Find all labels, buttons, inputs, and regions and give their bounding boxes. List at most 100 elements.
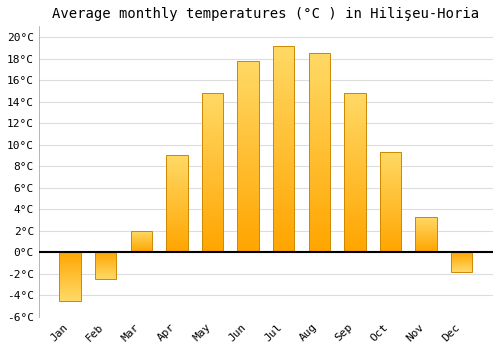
Bar <box>60 261 81 262</box>
Bar <box>273 236 294 240</box>
Bar <box>273 166 294 170</box>
Bar <box>416 218 437 219</box>
Bar <box>202 128 223 131</box>
Bar <box>416 240 437 241</box>
Bar <box>202 150 223 154</box>
Bar <box>238 168 259 172</box>
Bar <box>308 220 330 224</box>
Bar <box>238 88 259 91</box>
Bar <box>451 262 472 263</box>
Bar <box>344 138 366 141</box>
Bar <box>308 77 330 81</box>
Bar <box>95 271 116 272</box>
Bar <box>60 284 81 285</box>
Bar <box>95 269 116 270</box>
Bar <box>166 202 188 204</box>
Bar <box>238 91 259 95</box>
Bar <box>60 273 81 274</box>
Bar <box>60 297 81 298</box>
Bar <box>202 154 223 157</box>
Bar <box>308 181 330 184</box>
Bar <box>416 232 437 233</box>
Bar <box>202 93 223 252</box>
Bar <box>60 274 81 275</box>
Bar <box>273 178 294 182</box>
Bar <box>380 170 401 172</box>
Bar <box>166 208 188 210</box>
Bar <box>60 288 81 289</box>
Bar <box>451 261 472 262</box>
Bar <box>202 125 223 128</box>
Bar <box>238 64 259 68</box>
Bar <box>202 204 223 208</box>
Bar <box>238 76 259 80</box>
Bar <box>344 128 366 131</box>
Bar <box>380 216 401 218</box>
Bar <box>130 239 152 240</box>
Bar <box>60 259 81 260</box>
Bar <box>202 233 223 236</box>
Bar <box>238 61 259 64</box>
Bar <box>344 109 366 112</box>
Bar <box>273 182 294 186</box>
Bar <box>273 120 294 124</box>
Bar <box>344 118 366 122</box>
Bar <box>238 137 259 141</box>
Bar <box>344 249 366 252</box>
Bar <box>238 248 259 252</box>
Bar <box>380 226 401 228</box>
Bar <box>416 249 437 250</box>
Bar <box>380 168 401 170</box>
Bar <box>60 270 81 271</box>
Bar <box>308 97 330 101</box>
Bar <box>308 212 330 216</box>
Bar <box>166 229 188 231</box>
Bar <box>380 164 401 166</box>
Bar <box>202 182 223 186</box>
Bar <box>344 106 366 109</box>
Bar <box>308 81 330 85</box>
Bar <box>344 134 366 138</box>
Bar <box>166 178 188 181</box>
Bar <box>380 244 401 246</box>
Bar <box>273 112 294 116</box>
Bar <box>202 131 223 134</box>
Bar <box>308 117 330 121</box>
Bar <box>308 133 330 137</box>
Bar <box>344 224 366 227</box>
Bar <box>273 232 294 236</box>
Bar <box>238 80 259 84</box>
Bar <box>95 252 116 253</box>
Bar <box>95 258 116 259</box>
Bar <box>238 180 259 183</box>
Bar <box>130 233 152 234</box>
Bar <box>238 218 259 222</box>
Bar <box>380 162 401 164</box>
Bar <box>308 101 330 105</box>
Bar <box>95 270 116 271</box>
Bar <box>416 245 437 246</box>
Bar <box>451 266 472 267</box>
Bar <box>130 245 152 246</box>
Bar <box>380 218 401 220</box>
Bar <box>238 241 259 245</box>
Bar <box>308 125 330 129</box>
Bar <box>344 147 366 150</box>
Bar <box>416 237 437 238</box>
Bar <box>380 212 401 214</box>
Bar <box>130 231 152 252</box>
Bar <box>60 266 81 267</box>
Bar <box>238 133 259 137</box>
Bar <box>308 69 330 73</box>
Bar <box>308 177 330 181</box>
Bar <box>308 129 330 133</box>
Bar <box>130 234 152 235</box>
Bar <box>344 112 366 115</box>
Bar <box>202 220 223 224</box>
Bar <box>416 239 437 240</box>
Bar <box>238 107 259 111</box>
Bar <box>451 254 472 255</box>
Bar <box>166 250 188 252</box>
Bar <box>60 257 81 258</box>
Bar <box>380 206 401 208</box>
